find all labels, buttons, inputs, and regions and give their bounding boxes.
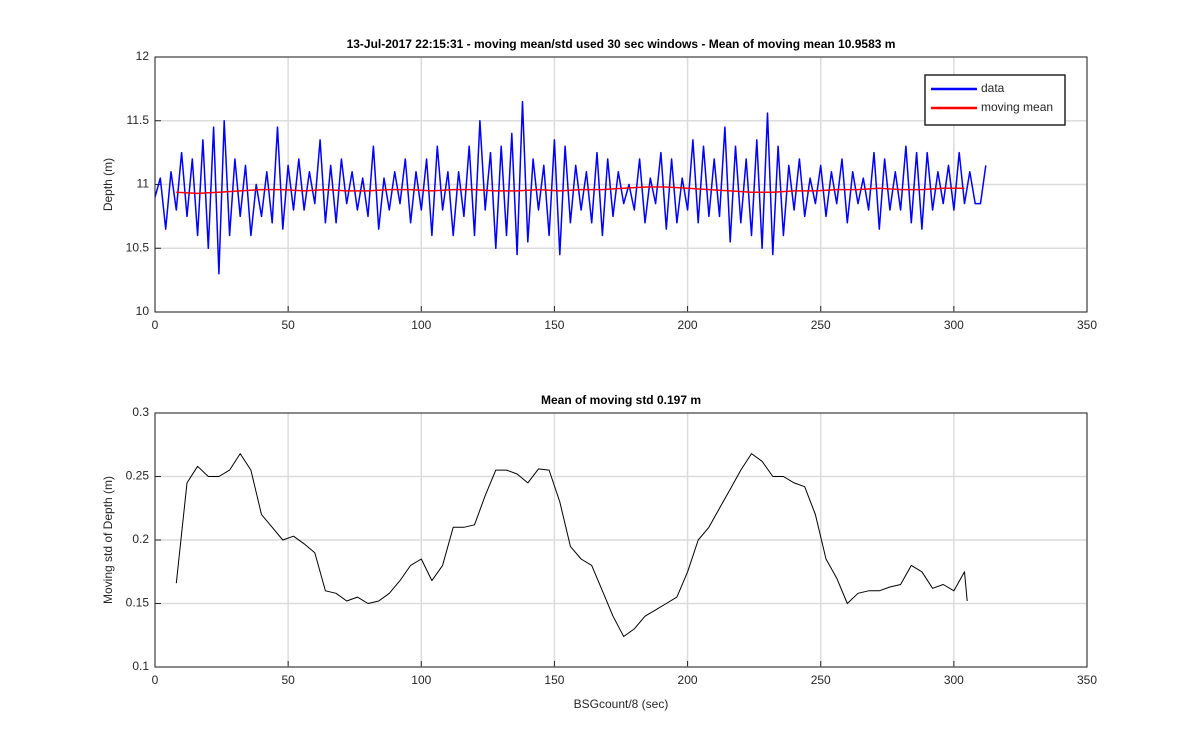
x-tick-label: 50 (281, 318, 295, 332)
x-tick-label: 0 (152, 673, 159, 687)
y-tick-label: 0.15 (126, 596, 150, 610)
x-tick-label: 250 (811, 673, 831, 687)
legend-label: moving mean (981, 100, 1053, 114)
y-tick-label: 0.1 (132, 659, 149, 673)
y-tick-label: 10 (136, 304, 150, 318)
x-tick-label: 100 (411, 673, 431, 687)
data-line (176, 186, 965, 195)
x-tick-label: 300 (944, 318, 964, 332)
legend-label: data (981, 81, 1005, 95)
x-tick-label: 100 (411, 318, 431, 332)
x-tick-label: 350 (1077, 673, 1097, 687)
y-tick-label: 11 (137, 177, 150, 191)
axes-box (154, 56, 1088, 313)
x-tick-label: 250 (811, 318, 831, 332)
x-tick-label: 150 (544, 318, 564, 332)
y-axis-label: Moving std of Depth (m) (101, 476, 115, 604)
chart-title: Mean of moving std 0.197 m (541, 393, 701, 407)
chart-title: 13-Jul-2017 22:15:31 - moving mean/std u… (347, 37, 896, 51)
data-line (154, 100, 987, 275)
y-tick-label: 0.25 (126, 469, 150, 483)
y-tick-label: 12 (136, 49, 150, 63)
y-tick-label: 0.3 (132, 405, 149, 419)
legend: data moving mean (924, 74, 1066, 126)
axes: 0 50 100 150 200 250 300 350 0.1 0.15 0.2 0.25 0.3 Me… (101, 393, 1097, 711)
x-tick-label: 350 (1077, 318, 1097, 332)
y-tick-label: 0.2 (132, 532, 149, 546)
y-axis-label: Depth (m) (101, 158, 115, 211)
x-axis-label: BSGcount/8 (sec) (574, 697, 669, 711)
y-tick-label: 10.5 (126, 240, 150, 254)
x-tick-label: 50 (281, 673, 295, 687)
legend-box (924, 74, 1066, 126)
x-tick-label: 200 (678, 318, 698, 332)
x-tick-label: 150 (544, 673, 564, 687)
x-tick-label: 300 (944, 673, 964, 687)
axes-box (154, 412, 1088, 668)
data-line (175, 453, 968, 637)
x-tick-label: 200 (678, 673, 698, 687)
y-tick-label: 11.5 (127, 113, 150, 127)
x-tick-label: 0 (152, 318, 159, 332)
axes: 0 50 100 150 200 250 300 350 10 10.5 11 11.5 12 13-Ju… (101, 37, 1097, 332)
